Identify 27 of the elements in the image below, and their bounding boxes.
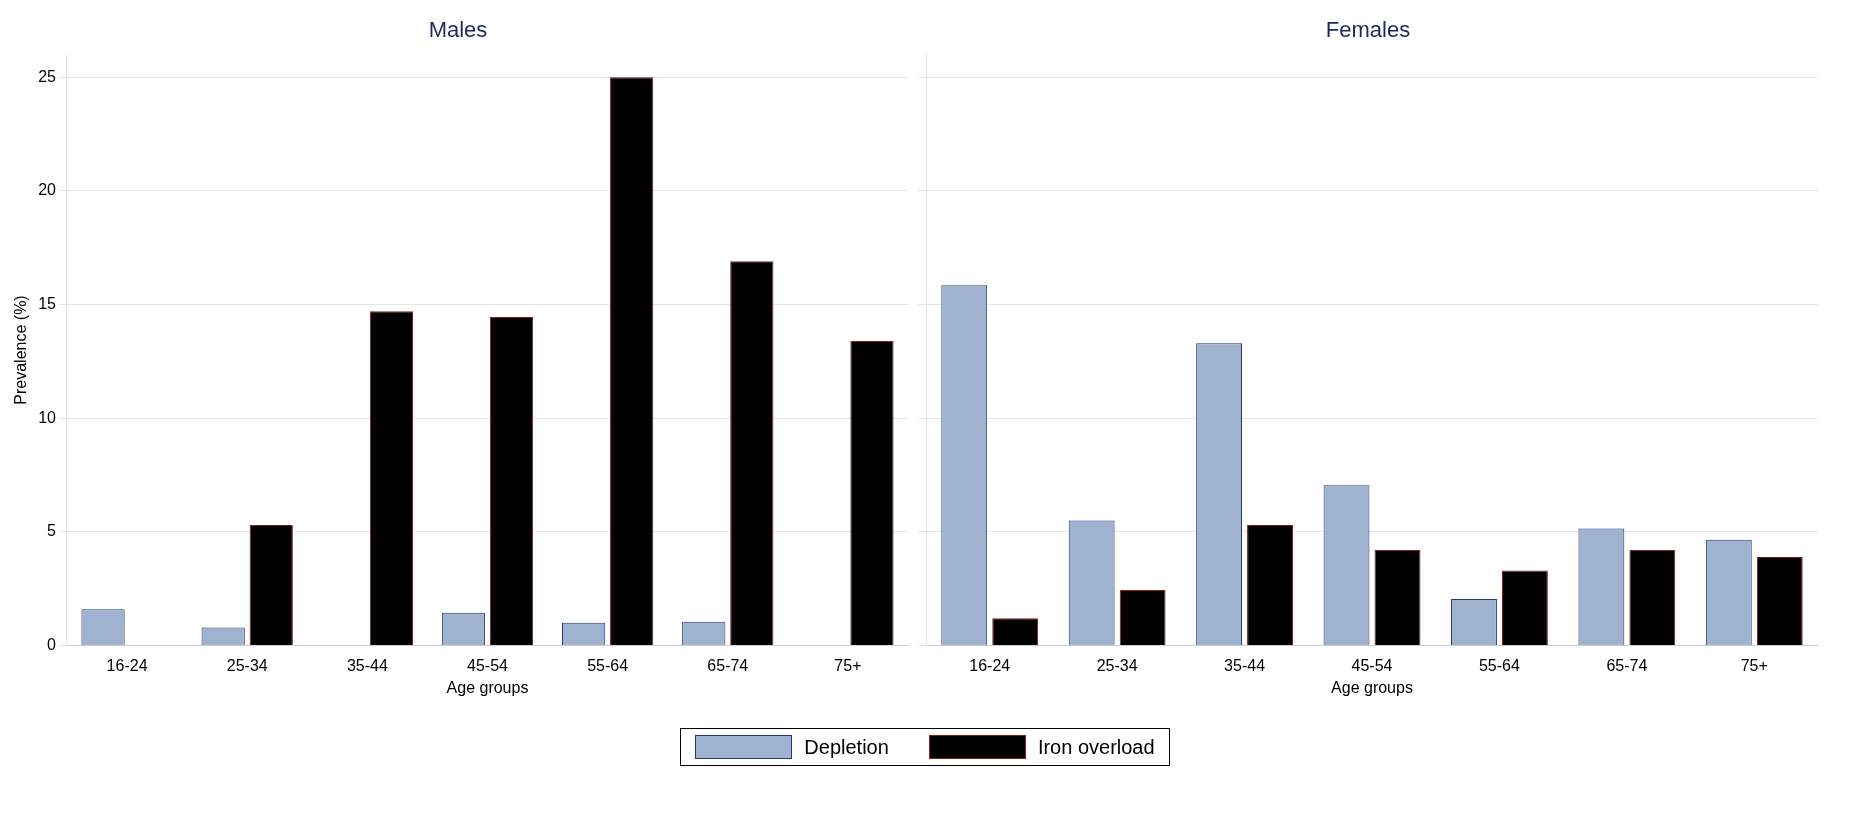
x-tick-label: 65-74: [1606, 656, 1648, 674]
x-tick-label: 45-54: [467, 656, 509, 674]
y-axis-title: Prevalence (%): [12, 295, 30, 405]
chart-title: Males: [428, 17, 488, 43]
y-tick-label: 20: [38, 181, 57, 199]
x-tick-label: 16-24: [969, 656, 1011, 674]
x-tick-label: 25-34: [226, 656, 268, 674]
legend-label: Iron overload: [1036, 735, 1155, 759]
y-tick-label: 15: [38, 294, 57, 312]
x-tick-label: 55-64: [1478, 656, 1520, 674]
y-tick-label: 25: [38, 67, 57, 85]
y-tick-label: 5: [47, 522, 57, 540]
x-tick-label: 75+: [1740, 656, 1768, 674]
x-axis-title: Age groups: [1331, 678, 1413, 696]
x-tick-label: 25-34: [1096, 656, 1138, 674]
x-tick-label: 55-64: [587, 656, 629, 674]
x-tick-label: 65-74: [707, 656, 749, 674]
y-tick-label: 0: [47, 636, 57, 654]
x-tick-label: 45-54: [1351, 656, 1393, 674]
legend-label: Depletion: [803, 735, 889, 759]
x-tick-label: 35-44: [346, 656, 388, 674]
x-tick-label: 75+: [834, 656, 862, 674]
y-tick-label: 10: [38, 408, 57, 426]
x-tick-label: 16-24: [106, 656, 148, 674]
x-axis-title: Age groups: [446, 678, 529, 696]
chart-title: Females: [1325, 17, 1411, 43]
x-tick-label: 35-44: [1224, 656, 1266, 674]
